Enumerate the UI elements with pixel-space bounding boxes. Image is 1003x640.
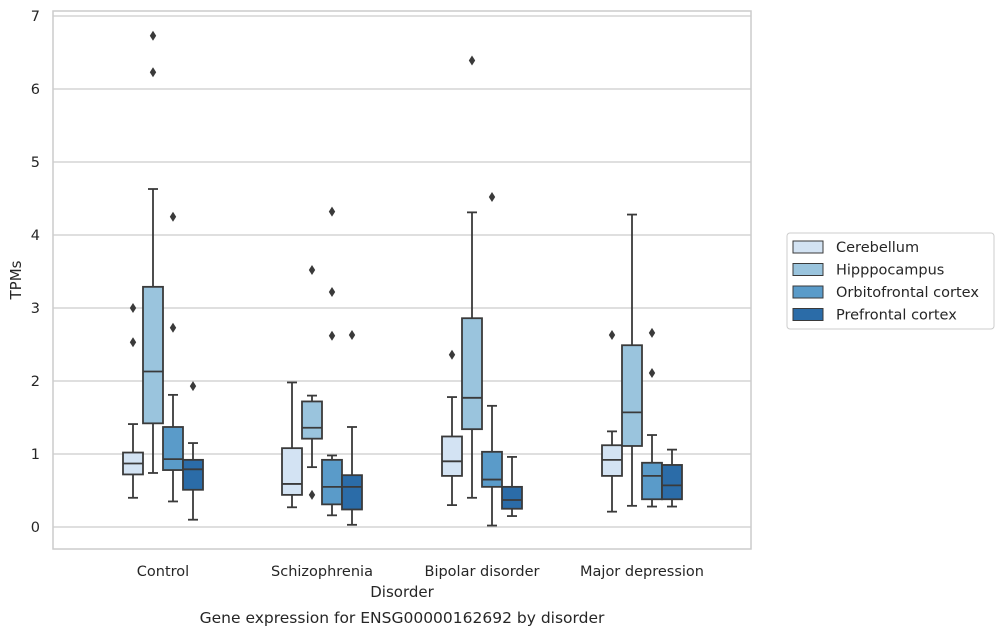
outlier-point: [129, 303, 137, 313]
outlier-point: [648, 327, 656, 338]
box-iqr: [661, 464, 683, 501]
outlier-point: [169, 322, 177, 333]
box-iqr: [301, 400, 323, 440]
outlier-point: [189, 381, 197, 392]
outlier-point: [328, 330, 336, 341]
x-tick-label: Bipolar disorder: [425, 564, 540, 580]
box-iqr: [501, 485, 523, 510]
y-tick-label: 2: [31, 374, 40, 390]
y-tick-label: 1: [31, 447, 40, 463]
legend-swatch: [792, 285, 824, 299]
legend-swatch: [792, 308, 824, 321]
x-axis-label: Disorder: [370, 583, 434, 601]
outlier-point: [149, 67, 157, 78]
y-tick-label: 5: [31, 155, 40, 171]
outlier-point: [468, 55, 476, 66]
box-1-2: [461, 55, 483, 499]
box-1-3: [621, 213, 643, 507]
outlier-point: [169, 211, 177, 222]
box-iqr: [621, 344, 643, 447]
box-1-1: [301, 265, 323, 500]
box-0-2: [441, 349, 463, 507]
box-1-0: [142, 30, 164, 474]
y-tick-label: 0: [31, 520, 40, 536]
box-0-0: [122, 303, 144, 499]
y-tick-labels: 0 1 2 3 4 5 6 7: [31, 9, 40, 536]
legend-swatch: [792, 263, 824, 276]
outlier-point: [448, 349, 456, 360]
box-iqr: [441, 435, 463, 477]
box-3-2: [501, 456, 523, 517]
box-0-3: [601, 330, 623, 513]
y-tick-label: 7: [31, 9, 40, 25]
legend-label: Prefrontal cortex: [836, 308, 957, 324]
box-3-3: [661, 448, 683, 508]
box-iqr: [321, 458, 343, 506]
outlier-point: [308, 265, 316, 276]
outlier-point: [348, 330, 356, 341]
y-tick-label: 6: [31, 82, 40, 98]
box-series: [122, 30, 683, 527]
x-tick-labels: Control Schizophrenia Bipolar disorder Majo…: [137, 564, 704, 580]
legend-label: Hipppocampus: [836, 263, 944, 279]
box-2-1: [321, 206, 343, 517]
box-iqr: [641, 461, 663, 501]
box-iqr: [162, 426, 184, 471]
outlier-point: [608, 330, 616, 341]
y-tick-label: 3: [31, 301, 40, 317]
legend-label: Orbitofrontal cortex: [836, 285, 979, 301]
chart-caption: Gene expression for ENSG00000162692 by d…: [200, 609, 605, 627]
y-tick-label: 4: [31, 228, 40, 244]
box-iqr: [142, 285, 164, 425]
legend-label: Cerebellum: [836, 240, 919, 256]
x-tick-label: Schizophrenia: [271, 564, 373, 580]
box-iqr: [341, 474, 363, 511]
outlier-point: [328, 206, 336, 217]
outlier-point: [129, 337, 137, 348]
grid-lines: [53, 15, 751, 528]
x-tick-label: Major depression: [580, 564, 704, 580]
box-2-0: [162, 211, 184, 503]
box-0-1: [281, 381, 303, 509]
legend-swatch: [792, 240, 824, 254]
box-iqr: [461, 317, 483, 431]
legend: Cerebellum Hipppocampus Orbitofrontal cort…: [786, 232, 995, 330]
outlier-point: [648, 367, 656, 378]
y-axis-label: TPMs: [7, 260, 25, 300]
plot-frame: [52, 10, 752, 550]
box-3-0: [182, 381, 204, 521]
box-2-2: [481, 192, 503, 527]
box-iqr: [281, 447, 303, 496]
box-iqr: [182, 458, 204, 491]
outlier-point: [308, 489, 316, 500]
outlier-point: [149, 30, 157, 41]
box-3-1: [341, 330, 363, 526]
box-2-3: [641, 327, 663, 508]
x-tick-label: Control: [137, 564, 189, 580]
outlier-point: [328, 286, 336, 297]
legend-frame: [786, 232, 995, 330]
outlier-point: [488, 192, 496, 203]
box-iqr: [481, 450, 503, 488]
